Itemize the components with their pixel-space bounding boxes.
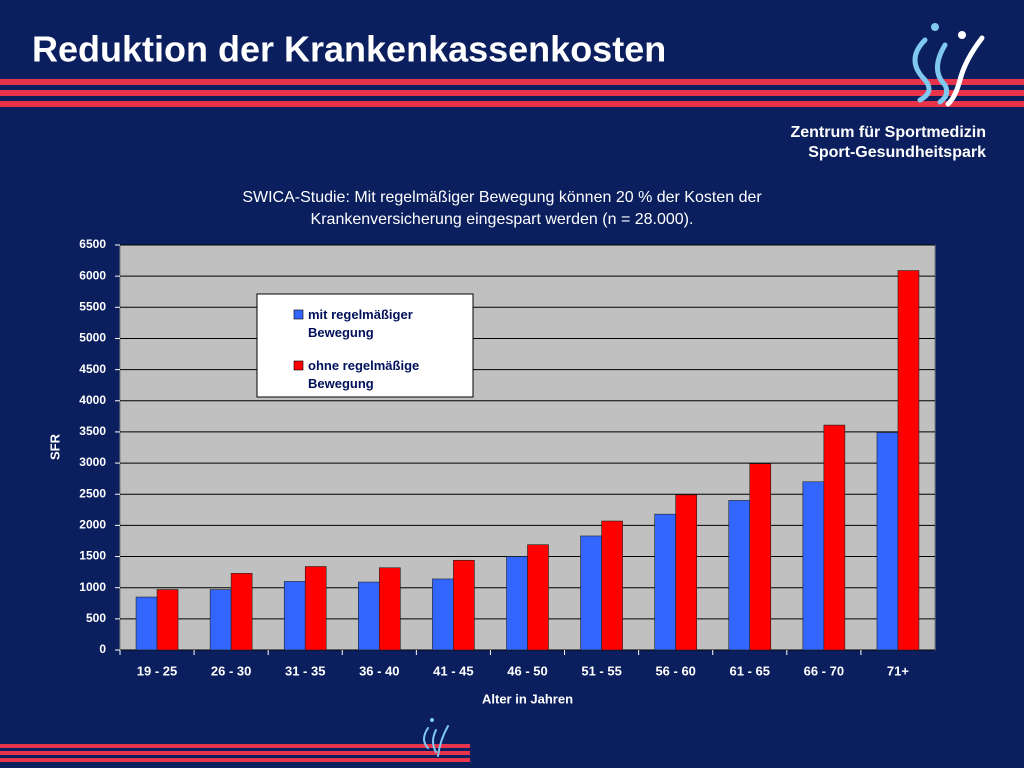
bar bbox=[230, 573, 253, 651]
stripe bbox=[0, 758, 470, 762]
y-tick-label: 6500 bbox=[79, 237, 106, 251]
logo-figure bbox=[935, 42, 950, 105]
y-tick-label: 0 bbox=[99, 642, 106, 656]
stripe bbox=[0, 90, 1024, 96]
stripe bbox=[0, 744, 470, 748]
bar bbox=[304, 566, 327, 651]
bar bbox=[379, 567, 401, 651]
y-tick-label: 2500 bbox=[79, 486, 106, 500]
slide-title: Reduktion der Krankenkassenkosten bbox=[32, 29, 666, 70]
bar bbox=[802, 481, 825, 651]
y-tick-label: 5500 bbox=[79, 299, 106, 313]
x-tick-label: 56 - 60 bbox=[655, 663, 695, 678]
bar bbox=[506, 556, 528, 651]
bar bbox=[823, 424, 846, 651]
x-tick-label: 31 - 35 bbox=[285, 663, 325, 678]
stripes bbox=[0, 79, 1024, 762]
y-tick-label: 4500 bbox=[79, 362, 106, 376]
legend-swatch bbox=[293, 360, 304, 371]
logo-figure bbox=[945, 35, 985, 107]
bar bbox=[358, 581, 380, 651]
y-tick-label: 4000 bbox=[79, 393, 106, 407]
y-tick-label: 5000 bbox=[79, 331, 106, 345]
stripe bbox=[0, 751, 470, 755]
bar bbox=[749, 463, 772, 651]
logo-figure bbox=[423, 725, 449, 757]
bar bbox=[283, 581, 306, 651]
bar bbox=[876, 432, 899, 651]
bar bbox=[432, 578, 454, 651]
org-line: Zentrum für Sportmedizin bbox=[790, 124, 986, 141]
bar bbox=[156, 589, 179, 651]
x-tick-label: 61 - 65 bbox=[730, 663, 770, 678]
y-tick-label: 3000 bbox=[79, 455, 106, 469]
org-line: Sport-Gesundheitspark bbox=[808, 144, 986, 161]
bar bbox=[654, 513, 676, 651]
bar bbox=[135, 596, 158, 651]
bar bbox=[580, 535, 602, 651]
chart-title: SWICA-Studie: Mit regelmäßiger Bewegung … bbox=[242, 189, 762, 228]
logo-figure bbox=[912, 37, 932, 103]
x-tick-label: 26 - 30 bbox=[211, 663, 251, 678]
bar bbox=[527, 544, 549, 651]
y-tick-label: 3500 bbox=[79, 424, 106, 438]
y-tick-label: 2000 bbox=[79, 518, 106, 532]
x-tick-label: 66 - 70 bbox=[804, 663, 844, 678]
legend-swatch bbox=[293, 309, 304, 320]
bar bbox=[675, 494, 697, 651]
y-tick-label: 6000 bbox=[79, 268, 106, 282]
x-tick-label: 51 - 55 bbox=[581, 663, 621, 678]
bar bbox=[897, 270, 920, 651]
x-tick-label: 36 - 40 bbox=[359, 663, 399, 678]
logo-head bbox=[430, 718, 434, 722]
stripe bbox=[0, 79, 1024, 85]
logo bbox=[423, 23, 985, 757]
bar bbox=[209, 589, 232, 651]
bar bbox=[601, 520, 623, 651]
bar bbox=[728, 500, 751, 651]
x-tick-label: 46 - 50 bbox=[507, 663, 547, 678]
y-tick-label: 1000 bbox=[79, 580, 106, 594]
bar bbox=[453, 559, 475, 651]
x-tick-label: 41 - 45 bbox=[433, 663, 473, 678]
legend-label: mit regelmäßiger Bewegung bbox=[308, 307, 413, 340]
y-axis-title: SFR bbox=[47, 433, 62, 460]
legend-box bbox=[256, 293, 474, 398]
legend-label: ohne regelmäßige Bewegung bbox=[308, 358, 420, 391]
x-tick-label: 19 - 25 bbox=[137, 663, 177, 678]
y-tick-label: 1500 bbox=[79, 549, 106, 563]
x-tick-label: 71+ bbox=[887, 663, 909, 678]
logo-head bbox=[931, 23, 939, 31]
y-tick-label: 500 bbox=[86, 611, 106, 625]
logo-head bbox=[958, 31, 966, 39]
stripe bbox=[0, 101, 1024, 107]
x-axis-title: Alter in Jahren bbox=[482, 691, 573, 706]
